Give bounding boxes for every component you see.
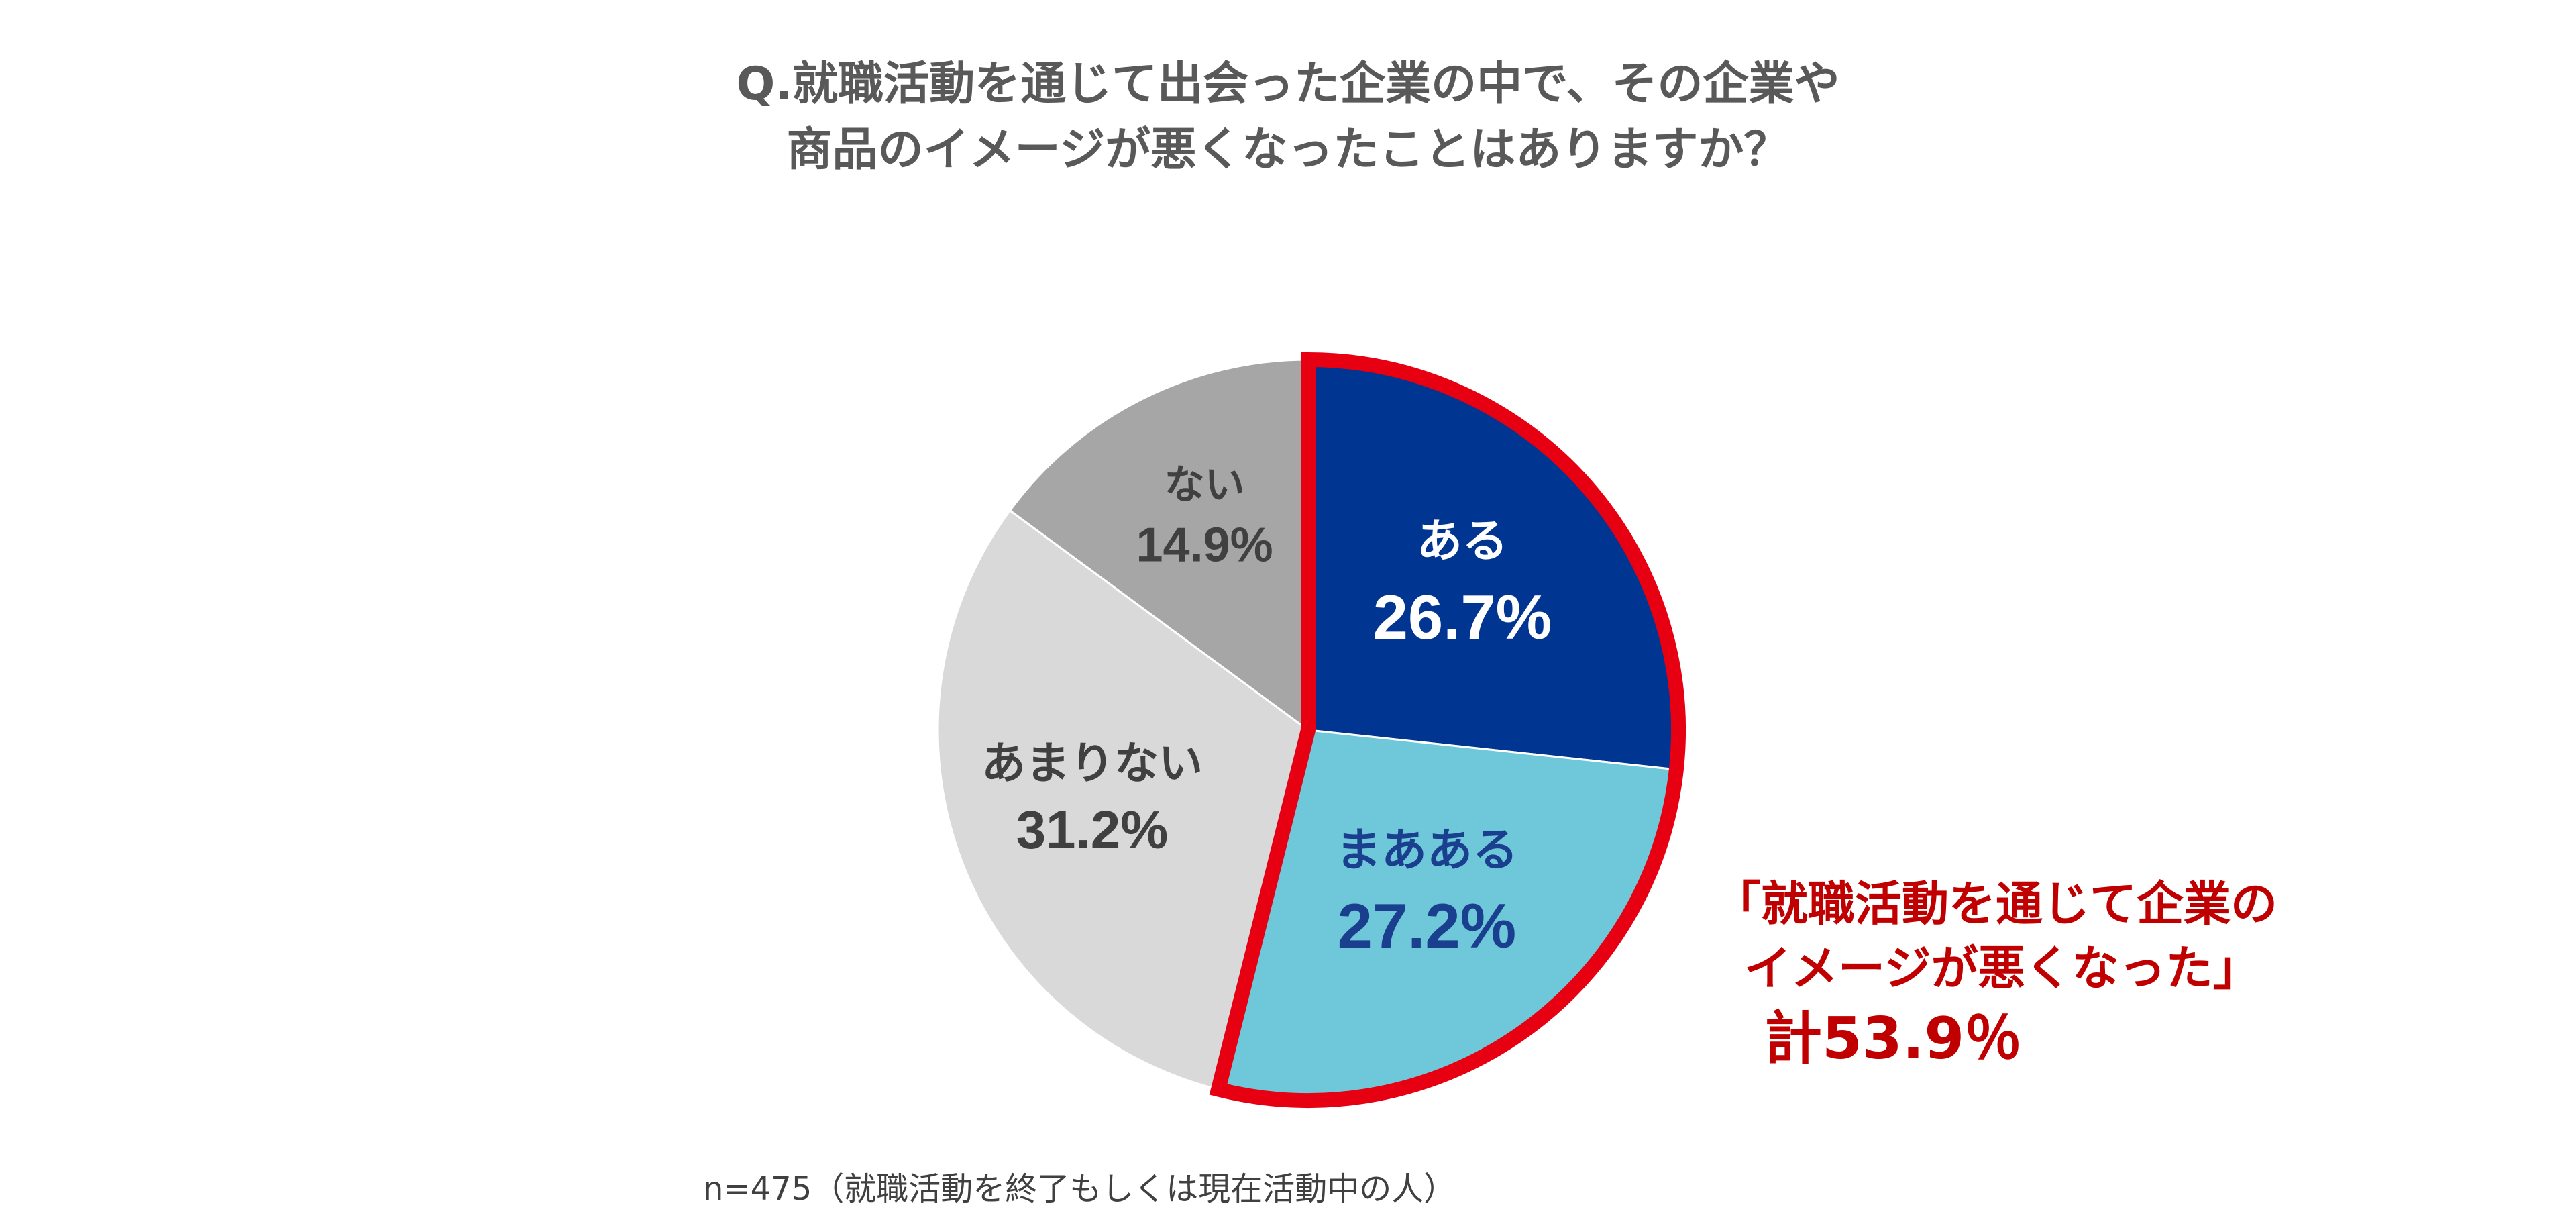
slice-label-2: まあある	[1336, 824, 1518, 877]
callout-total: 計53.9％	[1764, 1005, 2023, 1072]
callout-line-1: 「就職活動を通じて企業の	[1714, 876, 2277, 931]
slice-value-label-4: 14.9%	[1136, 519, 1273, 572]
chart-title-line-2: 商品のイメージが悪くなったことはありますか？	[786, 123, 1790, 176]
callout-line-2: イメージが悪くなった」	[1744, 941, 2260, 996]
chart-title-line-1: Q.就職活動を通じて出会った企業の中で、その企業や	[736, 58, 1840, 111]
slice-value-label-2: 27.2%	[1338, 890, 1517, 961]
highlight-outline	[1209, 352, 1686, 1108]
slice-label-3: あまりない	[981, 737, 1203, 789]
sample-size-note: n=475（就職活動を終了もしくは現在活動中の人）	[703, 1170, 1456, 1208]
slice-label-4: ない	[1165, 462, 1245, 509]
pie-slices	[936, 358, 1680, 1102]
slice-value-label-1: 26.7%	[1373, 582, 1552, 652]
slice-value-label-3: 31.2%	[1016, 800, 1169, 860]
slice-label-1: ある	[1417, 515, 1508, 568]
pie-labels: ある 26.7% まあある 27.2% あまりない 31.2% ない 14.9%	[981, 462, 1552, 961]
pie-slice-4	[1008, 358, 1309, 732]
pie-slice-3	[936, 509, 1309, 1091]
